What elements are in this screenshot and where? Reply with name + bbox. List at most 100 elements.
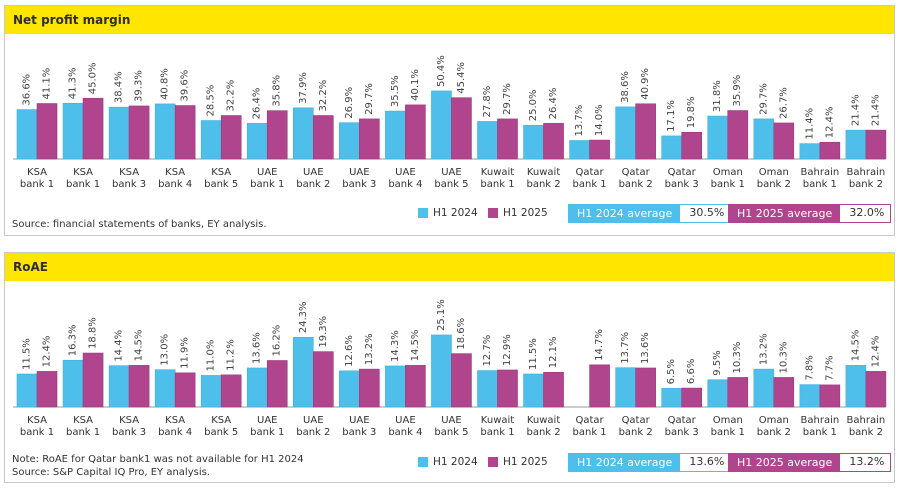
data-label: 25.1%: [436, 299, 447, 331]
bar-h1-2025: [266, 360, 288, 408]
category-label: bank 2: [757, 179, 791, 190]
bar-h1-2025: [635, 367, 656, 408]
bar-h1-2024: [431, 334, 452, 408]
category-label: Qatar: [622, 415, 651, 426]
data-label: 45.4%: [456, 62, 467, 94]
data-label: 32.2%: [318, 80, 329, 112]
category-label: bank 1: [803, 427, 837, 438]
category-label: Bahrain: [801, 415, 840, 426]
data-label: 39.3%: [134, 70, 145, 102]
average-label: H1 2025 average: [729, 454, 841, 471]
average-label: H1 2024 average: [569, 205, 681, 222]
data-label: 12.4%: [42, 336, 53, 368]
data-label: 35.5%: [390, 75, 401, 107]
category-label: Kuwait: [527, 415, 560, 426]
bar-h1-2025: [635, 103, 656, 160]
legend-swatch: [488, 208, 498, 218]
bar-h1-2025: [128, 105, 150, 160]
data-label: 26.4%: [252, 88, 263, 120]
data-label: 6.5%: [666, 359, 677, 384]
bar-h1-2024: [154, 103, 176, 160]
legend-h1-2025: H1 2025: [488, 207, 548, 219]
data-label: 26.4%: [548, 88, 559, 120]
category-label: KSA: [73, 167, 93, 178]
data-label: 12.6%: [344, 335, 355, 367]
bar-h1-2025: [405, 365, 426, 408]
category-label: bank 1: [66, 427, 100, 438]
roae-panel: RoAE 11.5% 12.4% KSA bank 1 16.3% 18.8% KSA ban…: [4, 252, 895, 483]
category-label: Oman: [759, 167, 789, 178]
bar-h1-2024: [200, 120, 222, 160]
average-label: H1 2024 average: [569, 454, 681, 471]
category-label: bank 1: [803, 179, 837, 190]
bar-h1-2025: [82, 352, 104, 408]
chart-title: RoAE: [5, 253, 894, 281]
category-label: bank 5: [434, 427, 468, 438]
category-label: bank 1: [20, 427, 54, 438]
data-label: 18.8%: [88, 317, 99, 349]
category-label: UAE: [395, 167, 415, 178]
category-label: KSA: [27, 167, 47, 178]
source-note: Source: financial statements of banks, E…: [12, 219, 267, 230]
data-label: 24.3%: [298, 301, 309, 333]
category-label: bank 2: [526, 427, 560, 438]
legend-swatch: [418, 457, 428, 467]
data-label: 18.6%: [456, 318, 467, 350]
bar-h1-2024: [615, 367, 636, 408]
bar-h1-2025: [451, 353, 472, 408]
data-label: 37.9%: [298, 72, 309, 104]
category-label: bank 2: [849, 427, 883, 438]
data-label: 36.6%: [22, 74, 33, 106]
h1-2024-average-box: H1 2024 average 13.6%: [568, 453, 732, 472]
bar-h1-2025: [819, 384, 841, 408]
category-label: Qatar: [668, 415, 697, 426]
category-label: bank 5: [434, 179, 468, 190]
bar-h1-2024: [523, 124, 544, 160]
category-label: KSA: [211, 415, 231, 426]
category-label: bank 2: [619, 179, 653, 190]
category-label: UAE: [303, 415, 323, 426]
bar-h1-2024: [753, 368, 775, 408]
data-label: 13.0%: [160, 334, 171, 366]
bar-h1-2025: [405, 104, 426, 160]
category-label: bank 1: [573, 427, 607, 438]
data-label: 12.4%: [870, 336, 881, 368]
category-label: bank 1: [480, 427, 514, 438]
bar-h1-2025: [497, 369, 518, 408]
data-label: 10.3%: [778, 342, 789, 374]
bar-h1-2025: [128, 365, 150, 408]
data-label: 7.7%: [824, 355, 835, 380]
data-label: 11.0%: [206, 340, 217, 372]
bar-h1-2025: [266, 110, 288, 160]
category-label: Oman: [713, 415, 743, 426]
legend-label: H1 2024: [433, 456, 478, 468]
bar-h1-2025: [589, 364, 610, 408]
data-label: 11.5%: [22, 338, 33, 370]
bar-h1-2025: [220, 374, 242, 408]
category-label: bank 1: [20, 179, 54, 190]
category-label: Qatar: [576, 167, 605, 178]
bar-h1-2025: [312, 115, 334, 160]
bar-h1-2024: [615, 106, 636, 160]
bar-h1-2025: [727, 110, 749, 160]
category-label: UAE: [441, 415, 461, 426]
bar-h1-2024: [799, 384, 821, 408]
data-label: 13.7%: [620, 332, 631, 364]
category-label: Qatar: [576, 415, 605, 426]
bar-h1-2025: [681, 387, 703, 408]
category-label: Bahrain: [847, 415, 886, 426]
category-label: bank 4: [388, 179, 422, 190]
bar-h1-2024: [385, 365, 406, 408]
data-label: 14.5%: [134, 330, 145, 362]
data-label: 41.3%: [68, 67, 79, 99]
bar-h1-2024: [845, 129, 867, 160]
bar-h1-2025: [82, 97, 104, 160]
average-value: 32.0%: [840, 205, 891, 222]
data-label: 45.0%: [88, 62, 99, 94]
bar-h1-2025: [865, 371, 887, 408]
data-label: 29.7%: [364, 83, 375, 115]
data-label: 10.3%: [732, 342, 743, 374]
category-label: Bahrain: [847, 167, 886, 178]
category-label: KSA: [27, 415, 47, 426]
